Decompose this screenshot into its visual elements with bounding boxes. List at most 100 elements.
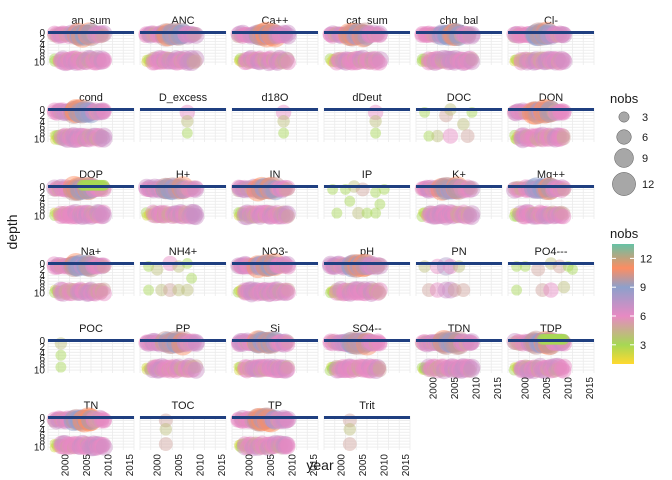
data-point [430,27,445,42]
data-point [274,55,289,70]
data-point [331,207,343,219]
data-point [371,257,389,275]
facet-panel: PP [138,323,227,379]
data-point [165,53,183,70]
y-tick-label: 6 [39,46,45,57]
data-point [556,131,571,146]
data-point [244,54,259,69]
data-point [534,126,551,144]
data-point [527,102,549,125]
data-point [369,115,382,128]
data-point [518,51,533,66]
data-point [519,103,536,119]
data-point [436,24,456,44]
data-point [449,25,469,44]
data-point [514,127,532,145]
data-point [236,57,246,68]
data-point [542,51,560,68]
data-point [177,53,193,70]
facet-panel: PN [415,246,503,299]
data-point [88,131,103,146]
facet-panel: Cl- [506,15,595,71]
data-point [181,283,194,297]
data-point [239,26,255,43]
data-point [440,50,458,68]
facet-panel: TOC 2000 2005 2010 2015 [139,400,228,477]
data-point [533,55,547,69]
data-point [168,24,190,46]
data-point [446,50,464,68]
data-point [254,52,269,66]
data-point [59,128,76,144]
data-point [535,53,551,70]
size-legend-label: 12 [642,179,654,191]
data-point [329,56,341,68]
data-point [64,50,80,67]
data-point [277,115,290,128]
data-point [248,53,264,70]
data-point [96,104,112,120]
data-point [81,102,101,121]
data-point [544,25,562,43]
data-point [52,56,62,67]
x-tick-label: 2015 [217,454,228,477]
y-tick-label: 10 [34,443,46,454]
facet-panel: D_excess [139,92,227,142]
data-point [153,54,170,70]
data-point [537,51,555,69]
color-legend-colorbar [612,244,634,364]
data-point [528,102,548,121]
data-point [437,55,452,69]
data-point [374,198,386,210]
data-point [438,50,455,68]
facet-panel: IN [231,169,319,226]
data-point [249,52,267,70]
data-point [341,25,363,47]
data-point [533,102,552,122]
x-tick-label: 2005 [450,377,461,400]
data-point [511,284,523,296]
data-point [49,130,60,140]
x-tick-label: 2000 [61,454,72,477]
data-point [80,24,102,47]
data-point [439,108,454,123]
data-point [69,54,86,70]
data-point [73,128,91,145]
data-point [51,133,61,144]
data-point [534,25,555,46]
data-point [266,54,281,69]
data-point [68,102,89,123]
data-point [431,26,448,43]
data-point [57,54,75,72]
data-point [439,54,453,69]
data-point [455,26,472,43]
data-point [160,54,176,70]
data-point [326,56,336,67]
x-tick-label: 2005 [174,454,185,477]
data-point [74,102,95,123]
data-point [67,131,85,149]
data-point [533,51,548,66]
data-point [336,52,351,67]
data-point [425,55,440,70]
data-point [96,259,111,274]
data-point [462,50,478,67]
data-point [186,55,201,70]
facet-panel: PO4--- [507,246,595,298]
data-point [459,51,477,69]
data-point [77,132,92,147]
data-point [545,53,561,70]
data-point [59,55,75,71]
data-point [431,129,444,143]
data-point [169,55,185,71]
data-point [280,52,295,67]
data-point [74,25,95,46]
data-point [84,127,102,145]
data-point [521,54,537,70]
data-point [334,54,349,69]
data-point [524,100,547,123]
